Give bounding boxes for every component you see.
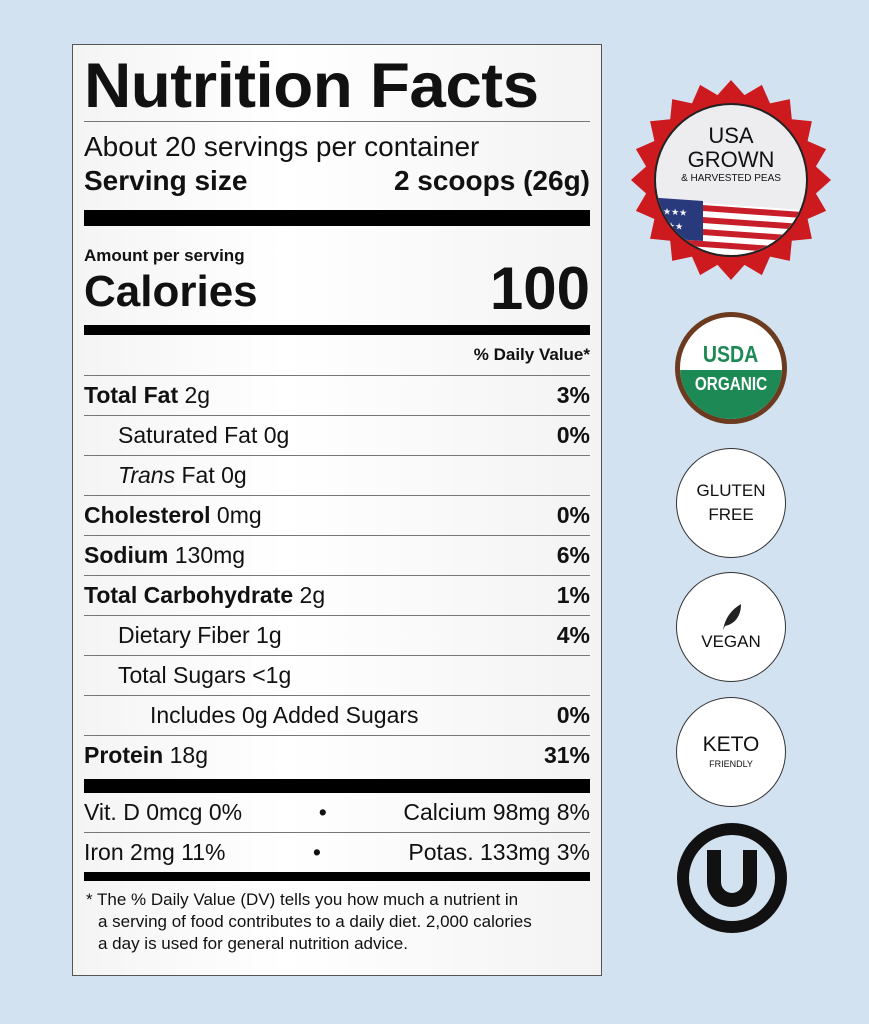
footnote-line: * The % Daily Value (DV) tells you how m… [86, 890, 519, 909]
vitamin-left: Iron 2mg 11% [84, 839, 226, 865]
serving-size: Serving size 2 scoops (26g) [84, 164, 590, 198]
nutrient-amount: <1g [252, 662, 292, 688]
seal-starburst-icon: ★★★★ ★★★ [631, 80, 831, 280]
keto-friendly-badge: KETO FRIENDLY [676, 697, 786, 807]
nutrient-dv: 3% [556, 382, 590, 408]
calories-label: Calories [84, 267, 258, 316]
nutrient-dv: 31% [543, 742, 590, 768]
nutrient-row: Includes 0g Added Sugars 0% [84, 695, 590, 735]
vegan-badge: VEGAN [676, 572, 786, 682]
nutrient-dv: 1% [556, 582, 590, 608]
nutrient-dv: 4% [556, 622, 590, 648]
badge-text: USDA [703, 341, 759, 367]
nutrient-name: Trans [118, 462, 176, 488]
nutrient-row: Sodium 130mg 6% [84, 535, 590, 575]
nutrient-row: Protein 18g 31% [84, 735, 590, 775]
nutrient-amount: 130mg [174, 542, 246, 568]
nutrient-amount: 1g [256, 622, 282, 648]
vitamin-right: Calcium 98mg 8% [403, 799, 590, 825]
footnote: * The % Daily Value (DV) tells you how m… [84, 889, 590, 955]
usda-organic-badge: USDA ORGANIC [675, 312, 787, 424]
nutrient-amount: 0g [221, 462, 247, 488]
daily-value-header: % Daily Value* [473, 345, 590, 364]
nutrient-row: Dietary Fiber 1g 4% [84, 615, 590, 655]
organic-band: ORGANIC [680, 370, 782, 419]
footnote-line: a serving of food contributes to a daily… [98, 912, 532, 931]
nutrient-dv: 6% [556, 542, 590, 568]
badge-text: USA [708, 123, 754, 148]
leaf-icon [723, 604, 741, 630]
nutrient-row: Cholesterol 0mg 0% [84, 495, 590, 535]
nutrient-row: Saturated Fat 0g 0% [84, 415, 590, 455]
calories-row: Calories 100 [84, 255, 590, 322]
nutrient-name: Total Carbohydrate [84, 582, 294, 608]
vitamin-right: Potas. 133mg 3% [408, 839, 590, 865]
vitamin-row: Iron 2mg 11% • Potas. 133mg 3% [84, 832, 590, 872]
nutrient-name: Total Sugars [118, 662, 246, 688]
nutrient-dv: 0% [556, 422, 590, 448]
badge-text: FREE [708, 505, 754, 524]
vitamin-left: Vit. D 0mcg 0% [84, 799, 243, 825]
nutrition-facts-label: Nutrition Facts About 20 servings per co… [72, 44, 602, 976]
nutrient-row: Total Carbohydrate 2g 1% [84, 575, 590, 615]
nutrient-name: Sodium [84, 542, 169, 568]
nutrient-amount: 2g [299, 582, 326, 608]
vitamin-row: Vit. D 0mcg 0% • Calcium 98mg 8% [84, 793, 590, 832]
nutrient-name: Protein [84, 742, 164, 768]
label-title: Nutrition Facts [84, 51, 539, 121]
ou-kosher-icon [677, 823, 787, 933]
nutrient-dv: 0% [556, 702, 590, 728]
nutrient-name: Cholesterol [84, 502, 211, 528]
separator: • [312, 839, 321, 865]
nutrient-name: Dietary Fiber [118, 622, 250, 648]
nutrient-amount: 2g [184, 382, 211, 408]
badge-text: & HARVESTED PEAS [681, 173, 781, 184]
badge-text: GLUTEN [696, 481, 766, 500]
divider-thick [84, 210, 590, 226]
divider-medium [84, 872, 590, 881]
divider-thick [84, 779, 590, 793]
footnote-line: a day is used for general nutrition advi… [98, 934, 408, 953]
serving-size-label: Serving size [84, 165, 248, 196]
divider [84, 121, 590, 122]
badge-text: FRIENDLY [709, 759, 753, 769]
badge-text: VEGAN [701, 632, 761, 651]
badge-text: GROWN [687, 147, 775, 172]
usa-grown-badge: ★★★★ ★★★ USA GROWN & HARVESTED PEAS [631, 80, 831, 280]
servings-per-container: About 20 servings per container [84, 131, 480, 162]
nutrient-name: Saturated Fat [118, 422, 258, 448]
calories-value: 100 [489, 255, 590, 322]
serving-size-value: 2 scoops (26g) [393, 165, 590, 196]
nutrient-amount: 0g [263, 422, 290, 448]
nutrient-dv: 0% [556, 502, 590, 528]
nutrient-name-rest: Fat [181, 462, 215, 488]
badge-text: KETO [702, 733, 760, 756]
badge-text: ORGANIC [694, 374, 768, 394]
nutrient-amount: 0mg [216, 502, 262, 528]
amount-per-serving: Amount per serving [84, 246, 245, 265]
nutrient-row: Trans Fat 0g [84, 455, 590, 495]
nutrient-row: Total Sugars <1g [84, 655, 590, 695]
kosher-badge [676, 822, 788, 934]
nutrient-amount: 18g [169, 742, 208, 768]
nutrient-name: Total Fat [84, 382, 179, 408]
gluten-free-badge: GLUTEN FREE [676, 448, 786, 558]
nutrient-name: Includes 0g Added Sugars [150, 702, 419, 728]
nutrient-row: Total Fat 2g 3% [84, 375, 590, 415]
separator: • [318, 799, 327, 825]
divider-medium [84, 325, 590, 335]
